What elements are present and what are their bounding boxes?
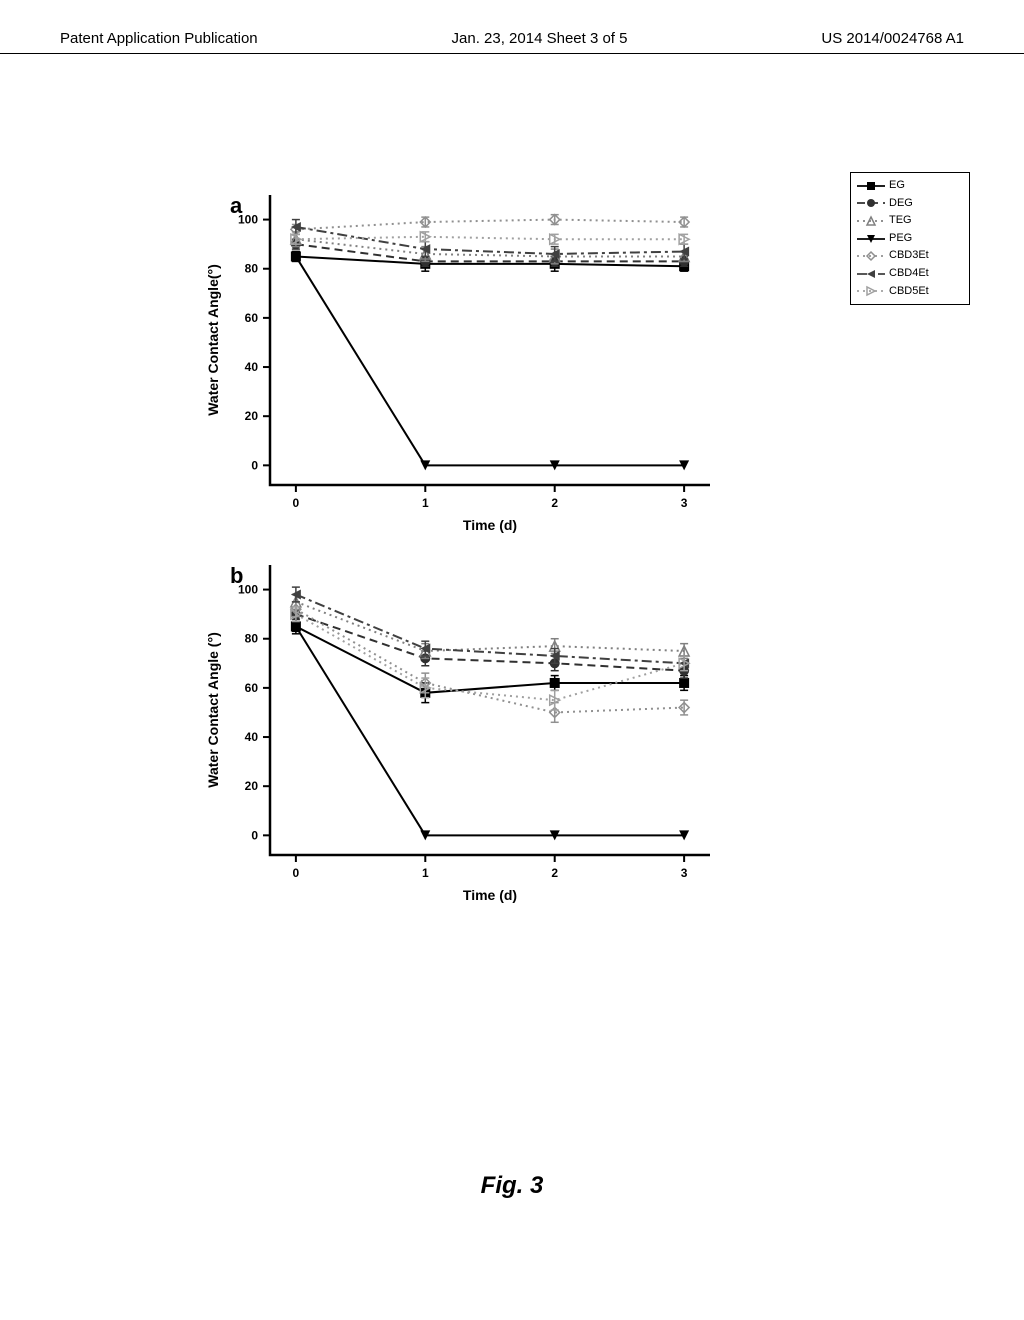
chart-panel-b: 0204060801000123Time (d)Water Contact An… [200, 550, 840, 910]
legend-swatch-icon [857, 268, 885, 280]
svg-text:40: 40 [245, 730, 259, 744]
patent-header: Patent Application Publication Jan. 23, … [0, 30, 1024, 54]
svg-text:Time (d): Time (d) [463, 887, 517, 903]
svg-text:Water Contact Angle(°): Water Contact Angle(°) [205, 264, 221, 416]
svg-text:0: 0 [293, 496, 300, 510]
legend-label: EG [889, 177, 905, 195]
legend-label: CBD3Et [889, 247, 929, 265]
legend-swatch-icon [857, 215, 885, 227]
legend-swatch-icon [857, 233, 885, 245]
legend-label: CBD5Et [889, 283, 929, 301]
svg-text:3: 3 [681, 496, 688, 510]
svg-text:80: 80 [245, 632, 259, 646]
legend-item-TEG: TEG [857, 212, 963, 230]
legend-item-CBD3Et: CBD3Et [857, 247, 963, 265]
chart-panel-a: 0204060801000123Time (d)Water Contact An… [200, 180, 840, 540]
legend-item-CBD4Et: CBD4Et [857, 265, 963, 283]
legend-swatch-icon [857, 285, 885, 297]
legend-swatch-icon [857, 180, 885, 192]
legend-label: PEG [889, 230, 912, 248]
legend-item-CBD5Et: CBD5Et [857, 283, 963, 301]
svg-text:0: 0 [251, 458, 258, 472]
legend-swatch-icon [857, 250, 885, 262]
svg-text:2: 2 [551, 496, 558, 510]
svg-text:b: b [230, 563, 243, 588]
svg-text:2: 2 [551, 866, 558, 880]
svg-text:20: 20 [245, 779, 259, 793]
svg-text:60: 60 [245, 681, 259, 695]
svg-text:20: 20 [245, 409, 259, 423]
legend-box: EG DEG TEG PEG CBD3Et [850, 172, 970, 305]
legend-swatch-icon [857, 197, 885, 209]
svg-text:40: 40 [245, 360, 259, 374]
legend-item-PEG: PEG [857, 230, 963, 248]
figure-caption: Fig. 3 [0, 1172, 1024, 1200]
svg-text:1: 1 [422, 866, 429, 880]
svg-text:1: 1 [422, 496, 429, 510]
legend-item-DEG: DEG [857, 195, 963, 213]
svg-text:3: 3 [681, 866, 688, 880]
legend-label: CBD4Et [889, 265, 929, 283]
svg-text:60: 60 [245, 311, 259, 325]
svg-text:Water Contact Angle (°): Water Contact Angle (°) [205, 632, 221, 787]
chart-a-svg: 0204060801000123Time (d)Water Contact An… [200, 180, 720, 540]
legend-label: DEG [889, 195, 913, 213]
chart-b-svg: 0204060801000123Time (d)Water Contact An… [200, 550, 720, 910]
svg-text:Time (d): Time (d) [463, 517, 517, 533]
svg-text:80: 80 [245, 262, 259, 276]
svg-text:a: a [230, 193, 243, 218]
legend-item-EG: EG [857, 177, 963, 195]
legend-label: TEG [889, 212, 912, 230]
svg-text:0: 0 [293, 866, 300, 880]
header-center: Jan. 23, 2014 Sheet 3 of 5 [452, 30, 628, 47]
header-left: Patent Application Publication [60, 30, 258, 47]
header-right: US 2014/0024768 A1 [821, 30, 964, 47]
svg-text:0: 0 [251, 828, 258, 842]
figure-3-container: 0 20 40 60 80 1 0 0 0 1 2 3 Time (d) Water Contact An… [200, 180, 840, 920]
